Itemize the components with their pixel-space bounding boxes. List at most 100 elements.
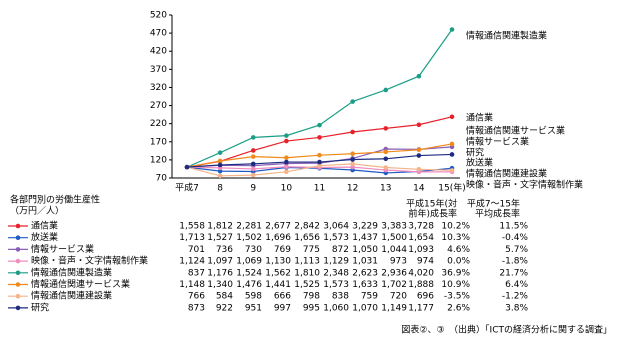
legend-marker [15, 305, 21, 311]
cell: 995 [303, 303, 320, 313]
point [284, 155, 289, 161]
point [284, 159, 289, 165]
point [317, 163, 322, 168]
growth-cell: 10.3% [441, 233, 470, 243]
point [217, 150, 223, 155]
point [383, 87, 389, 93]
point [416, 122, 422, 128]
cell: 3,229 [352, 222, 378, 232]
point [250, 135, 256, 140]
y-tick-label: 370 [150, 65, 167, 75]
point [284, 164, 289, 170]
point [350, 161, 355, 167]
legend-marker [15, 223, 21, 229]
cell: 696 [417, 292, 434, 302]
cell: 1,441 [265, 280, 291, 290]
point [449, 168, 455, 173]
y-tick-label: 420 [150, 47, 167, 57]
y-tick-label: 120 [150, 155, 167, 165]
x-tick-label: 8 [217, 184, 223, 194]
cell: 951 [245, 303, 262, 313]
cell: 1,149 [381, 303, 407, 313]
growth-header: 平成15年(対 [406, 198, 457, 210]
legend-marker [15, 293, 21, 299]
series-label: 情報サービス業 [466, 136, 529, 148]
cell: 1,176 [207, 268, 233, 278]
point [350, 99, 355, 104]
point [250, 172, 256, 178]
series-label: 情報通信関連製造業 [466, 30, 547, 42]
point [317, 135, 322, 140]
legend-marker [15, 235, 21, 240]
cell: 736 [216, 245, 233, 255]
cell: 1,562 [265, 268, 291, 278]
cell: 2,623 [352, 268, 378, 278]
cell: 1,524 [236, 268, 262, 278]
series-label: 映像・音声・文字情報制作業 [466, 179, 583, 191]
point [284, 133, 289, 138]
avg-cell: -1.8% [502, 257, 529, 267]
cell: 1,502 [236, 233, 262, 243]
point [416, 167, 422, 172]
point [284, 138, 289, 144]
growth-cell: 2.6% [447, 303, 470, 313]
point [284, 169, 289, 175]
point [250, 148, 256, 153]
x-tick-label: 9 [250, 184, 256, 194]
point [217, 162, 223, 168]
point [449, 152, 455, 157]
cell: 598 [245, 292, 262, 302]
series-label: 情報通信関連建設業 [466, 168, 547, 180]
avg-cell: 5.7% [505, 245, 528, 255]
cell: 584 [216, 292, 233, 302]
avg-cell: 11.5% [499, 222, 528, 232]
row-label: 情報通信関連建設業 [31, 290, 112, 302]
row-label: 情報サービス業 [31, 243, 94, 255]
cell: 730 [245, 245, 262, 255]
cell: 1,633 [352, 280, 378, 290]
point [217, 158, 223, 164]
x-tick-label: 12 [347, 184, 358, 194]
series-label: 研究 [466, 147, 484, 159]
cell: 1,124 [179, 257, 205, 267]
series-label: 放送業 [466, 157, 493, 169]
point [350, 157, 355, 162]
avg-cell: -1.2% [502, 292, 529, 302]
cell: 1,069 [236, 257, 262, 267]
x-tick-label: 15(年) [438, 182, 465, 194]
table-title: 各部門別の労働生産性 [10, 194, 100, 206]
growth-cell: 4.6% [447, 245, 470, 255]
growth-cell: 36.9% [441, 268, 470, 278]
cell: 1,070 [352, 303, 378, 313]
x-tick-label: 14 [413, 184, 425, 194]
cell: 1,097 [207, 257, 233, 267]
cell: 1,696 [265, 233, 291, 243]
cell: 1,437 [352, 233, 378, 243]
cell: 1,702 [381, 280, 407, 290]
growth-cell: -3.5% [444, 292, 471, 302]
cell: 666 [274, 292, 291, 302]
table-title: （万円／人） [10, 206, 64, 217]
cell: 2,348 [323, 268, 349, 278]
cell: 872 [332, 245, 349, 255]
point [217, 173, 223, 179]
cell: 3,728 [408, 222, 434, 232]
cell: 3,383 [381, 222, 407, 232]
cell: 2,842 [294, 222, 320, 232]
point [350, 151, 355, 157]
point [350, 129, 355, 135]
cell: 798 [303, 292, 320, 302]
point [449, 114, 455, 120]
cell: 922 [216, 303, 233, 313]
row-label: 研究 [31, 301, 49, 313]
row-label: 映像・音声・文字情報制作業 [31, 255, 148, 267]
cell: 701 [188, 245, 205, 255]
point [217, 168, 223, 174]
cell: 2,936 [381, 268, 407, 278]
x-tick-label: 平成7 [175, 182, 199, 194]
point [317, 152, 322, 158]
row-label: 情報通信関連製造業 [31, 266, 112, 278]
series-label: 通信業 [466, 112, 493, 124]
x-tick-label: 10 [281, 184, 293, 194]
